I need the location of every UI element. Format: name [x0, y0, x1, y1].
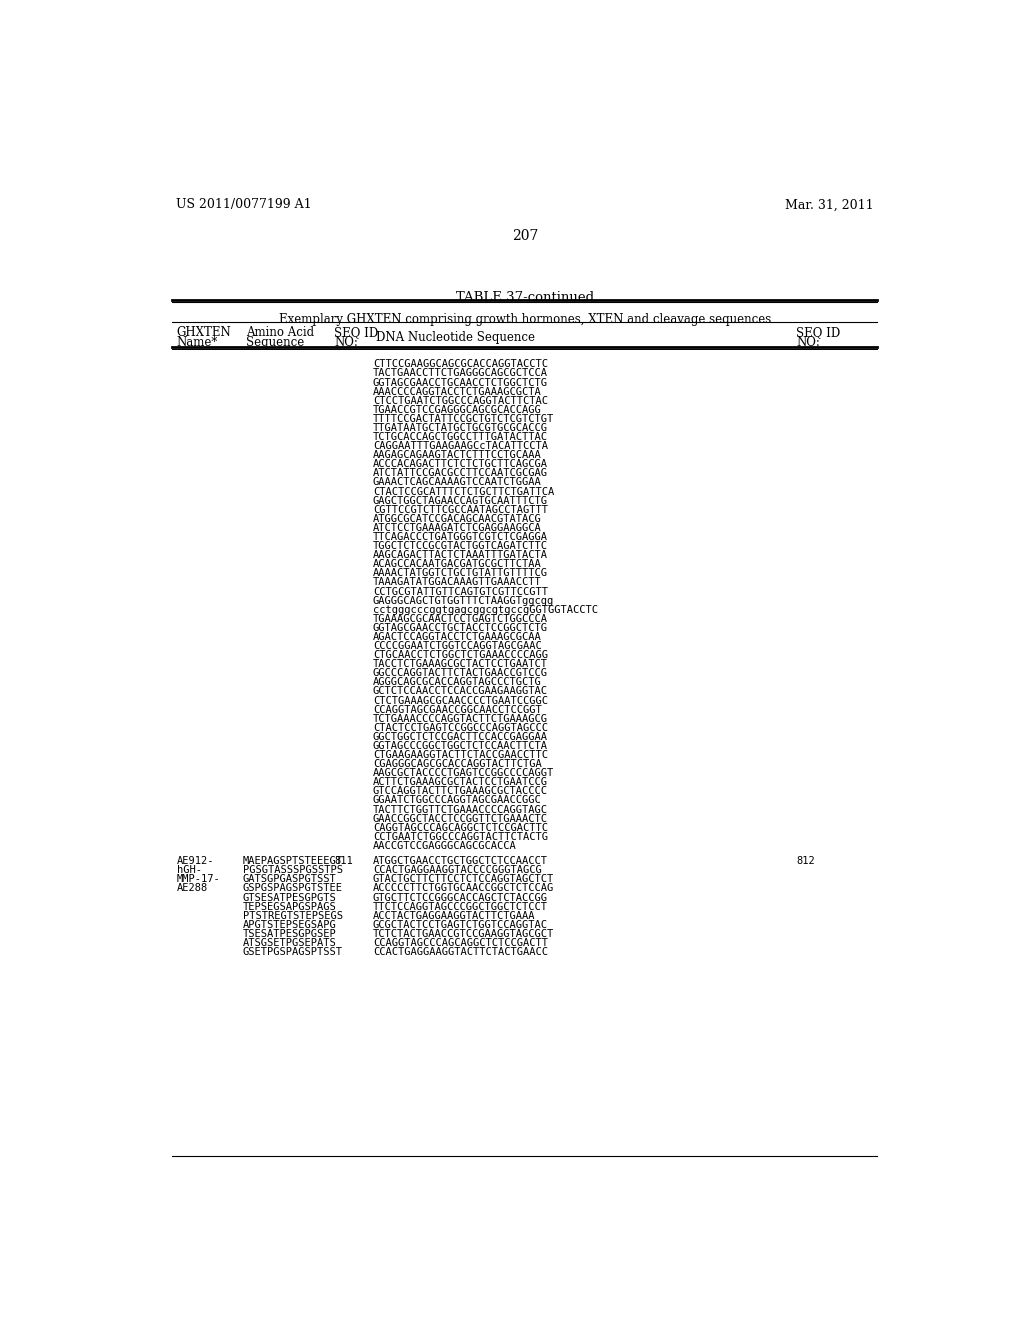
Text: GATSGPGASPGTSST: GATSGPGASPGTSST	[243, 874, 337, 884]
Text: TCTGCACCAGCTGGCCTTTGATACTTAC: TCTGCACCAGCTGGCCTTTGATACTTAC	[373, 432, 548, 442]
Text: ATGGCTGAACCTGCTGGCTCTCCAACCT: ATGGCTGAACCTGCTGGCTCTCCAACCT	[373, 857, 548, 866]
Text: CTGAAGAAGGTACTTCTACCGAACCTTC: CTGAAGAAGGTACTTCTACCGAACCTTC	[373, 750, 548, 760]
Text: TSESATPESGPGSEP: TSESATPESGPGSEP	[243, 929, 337, 939]
Text: CCACTGAGGAAGGTACCCCGGGTAGCG: CCACTGAGGAAGGTACCCCGGGTAGCG	[373, 866, 542, 875]
Text: ATCTCCTGAAAGATCTCGAGGAAGGCA: ATCTCCTGAAAGATCTCGAGGAAGGCA	[373, 523, 542, 533]
Text: TGAACCGTCCGAGGGCAGCGCACCAGG: TGAACCGTCCGAGGGCAGCGCACCAGG	[373, 405, 542, 414]
Text: AAACCCCAGGTACCTCTGAAAGCGCTA: AAACCCCAGGTACCTCTGAAAGCGCTA	[373, 387, 542, 396]
Text: GAGCTGGCTAGAACCAGTGCAATTTCTG: GAGCTGGCTAGAACCAGTGCAATTTCTG	[373, 496, 548, 506]
Text: GGTAGCGAACCTGCTACCTCCGGCTCTG: GGTAGCGAACCTGCTACCTCCGGCTCTG	[373, 623, 548, 632]
Text: GTSESATPESGPGTS: GTSESATPESGPGTS	[243, 892, 337, 903]
Text: GGTAGCCCGGCTGGCTCTCCAACTTCTA: GGTAGCCCGGCTGGCTCTCCAACTTCTA	[373, 741, 548, 751]
Text: TTTTCCGACTATTCCGCTGTCTCGTCTGT: TTTTCCGACTATTCCGCTGTCTCGTCTGT	[373, 414, 554, 424]
Text: ATSGSETPGSEPATS: ATSGSETPGSEPATS	[243, 939, 337, 948]
Text: AACCGTCCGAGGGCAGCGCACCA: AACCGTCCGAGGGCAGCGCACCA	[373, 841, 517, 851]
Text: MAEPAGSPTSTEEEGT: MAEPAGSPTSTEEEGT	[243, 857, 343, 866]
Text: AAGAGCAGAAGTACTCTTTCCTGCAAA: AAGAGCAGAAGTACTCTTTCCTGCAAA	[373, 450, 542, 461]
Text: GHXTEN: GHXTEN	[177, 326, 231, 339]
Text: Name*: Name*	[177, 337, 218, 350]
Text: TGAAAGCGCAACTCCTGAGTCTGGCCCA: TGAAAGCGCAACTCCTGAGTCTGGCCCA	[373, 614, 548, 624]
Text: APGTSTEPSEGSAPG: APGTSTEPSEGSAPG	[243, 920, 337, 929]
Text: NO:: NO:	[796, 337, 820, 350]
Text: TTGATAATGCTATGCTGCGTGCGCACCG: TTGATAATGCTATGCTGCGTGCGCACCG	[373, 422, 548, 433]
Text: CCAGGTAGCCCAGCAGGCTCTCCGACTT: CCAGGTAGCCCAGCAGGCTCTCCGACTT	[373, 939, 548, 948]
Text: ATGGCGCATCCGACAGCAACGTATACG: ATGGCGCATCCGACAGCAACGTATACG	[373, 513, 542, 524]
Text: CCAGGTAGCGAACCGGCAACCTCCGGT: CCAGGTAGCGAACCGGCAACCTCCGGT	[373, 705, 542, 714]
Text: AAGCAGACTTACTCTAAATTTGATACTA: AAGCAGACTTACTCTAAATTTGATACTA	[373, 550, 548, 560]
Text: hGH-: hGH-	[177, 866, 202, 875]
Text: AGACTCCAGGTACCTCTGAAAGCGCAA: AGACTCCAGGTACCTCTGAAAGCGCAA	[373, 632, 542, 642]
Text: TABLE 37-continued: TABLE 37-continued	[456, 290, 594, 304]
Text: GAAACTCAGCAAAAGTCCAATCTGGAA: GAAACTCAGCAAAAGTCCAATCTGGAA	[373, 478, 542, 487]
Text: cctgggcccggtgagcggcgtgccgGGTGGTACCTC: cctgggcccggtgagcggcgtgccgGGTGGTACCTC	[373, 605, 598, 615]
Text: GAGGGCAGCTGTGGTTTCTAAGGTggcgg: GAGGGCAGCTGTGGTTTCTAAGGTggcgg	[373, 595, 554, 606]
Text: ACCCCCTTCTGGTGCAACCGGCTCTCCAG: ACCCCCTTCTGGTGCAACCGGCTCTCCAG	[373, 883, 554, 894]
Text: ACCTACTGAGGAAGGTACTTCTGAAA: ACCTACTGAGGAAGGTACTTCTGAAA	[373, 911, 536, 920]
Text: 812: 812	[796, 857, 815, 866]
Text: GTACTGCTTCTTCCTCTCCAGGTAGCTCT: GTACTGCTTCTTCCTCTCCAGGTAGCTCT	[373, 874, 554, 884]
Text: TCTCTACTGAACCGTCCGAAGGTAGCGCT: TCTCTACTGAACCGTCCGAAGGTAGCGCT	[373, 929, 554, 939]
Text: CAGGAATTTGAAGAAGCcTACATTCCTA: CAGGAATTTGAAGAAGCcTACATTCCTA	[373, 441, 548, 451]
Text: CGTTCCGTCTTCGCCAATAGCCTAGTTT: CGTTCCGTCTTCGCCAATAGCCTAGTTT	[373, 504, 548, 515]
Text: CTGCAACCTCTGGCTCTGAAACCCCAGG: CTGCAACCTCTGGCTCTGAAACCCCAGG	[373, 651, 548, 660]
Text: 207: 207	[512, 230, 538, 243]
Text: CCACTGAGGAAGGTACTTCTACTGAACC: CCACTGAGGAAGGTACTTCTACTGAACC	[373, 946, 548, 957]
Text: AAGCGCTACCCCTGAGTCCGGCCCCAGGT: AAGCGCTACCCCTGAGTCCGGCCCCAGGT	[373, 768, 554, 779]
Text: CTCTGAAAGCGCAACCCCTGAATCCGGC: CTCTGAAAGCGCAACCCCTGAATCCGGC	[373, 696, 548, 706]
Text: CTACTCCTGAGTCCGGCCCAGGTAGCCC: CTACTCCTGAGTCCGGCCCAGGTAGCCC	[373, 723, 548, 733]
Text: AGGGCAGCGCACCAGGTAGCCCTGCTG: AGGGCAGCGCACCAGGTAGCCCTGCTG	[373, 677, 542, 688]
Text: TCTGAAACCCCAGGTACTTCTGAAAGCG: TCTGAAACCCCAGGTACTTCTGAAAGCG	[373, 714, 548, 723]
Text: TTCAGACCCTGATGGGTCGTCTCGAGGA: TTCAGACCCTGATGGGTCGTCTCGAGGA	[373, 532, 548, 543]
Text: NO:: NO:	[334, 337, 358, 350]
Text: GGCCCAGGTACTTCTACTGAACCGTCCG: GGCCCAGGTACTTCTACTGAACCGTCCG	[373, 668, 548, 678]
Text: TGGCTCTCCGCGTACTGGTCAGATCTTC: TGGCTCTCCGCGTACTGGTCAGATCTTC	[373, 541, 548, 550]
Text: CCTGCGTATTGTTCAGTGTCGTTCCGTT: CCTGCGTATTGTTCAGTGTCGTTCCGTT	[373, 586, 548, 597]
Text: CTACTCCGCATTTCTCTGCTTCTGATTCA: CTACTCCGCATTTCTCTGCTTCTGATTCA	[373, 487, 554, 496]
Text: AAAACTATGGTCTGCTGTATTGTTTTCG: AAAACTATGGTCTGCTGTATTGTTTTCG	[373, 569, 548, 578]
Text: ACCCACAGACTTCTCTCTGCTTCAGCGA: ACCCACAGACTTCTCTCTGCTTCAGCGA	[373, 459, 548, 470]
Text: CTTCCGAAGGCAGCGCACCAGGTACCTC: CTTCCGAAGGCAGCGCACCAGGTACCTC	[373, 359, 548, 370]
Text: AE912-: AE912-	[177, 857, 214, 866]
Text: US 2011/0077199 A1: US 2011/0077199 A1	[176, 198, 311, 211]
Text: ACTTCTGAAAGCGCTACTCCTGAATCCG: ACTTCTGAAAGCGCTACTCCTGAATCCG	[373, 777, 548, 787]
Text: Sequence: Sequence	[246, 337, 304, 350]
Text: CAGGTAGCCCAGCAGGCTCTCCGACTTC: CAGGTAGCCCAGCAGGCTCTCCGACTTC	[373, 822, 548, 833]
Text: TACCTCTGAAAGCGCTACTCCTGAATCT: TACCTCTGAAAGCGCTACTCCTGAATCT	[373, 659, 548, 669]
Text: AE288: AE288	[177, 883, 208, 894]
Text: GGAATCTGGCCCAGGTAGCGAACCGGC: GGAATCTGGCCCAGGTAGCGAACCGGC	[373, 796, 542, 805]
Text: GGCTGGCTCTCCGACTTCCACCGAGGAA: GGCTGGCTCTCCGACTTCCACCGAGGAA	[373, 731, 548, 742]
Text: SEQ ID: SEQ ID	[796, 326, 841, 339]
Text: PGSGTASSSPGSSTPS: PGSGTASSSPGSSTPS	[243, 866, 343, 875]
Text: Amino Acid: Amino Acid	[246, 326, 314, 339]
Text: GAACCGGCTACCTCCGGTTCTGAAACTC: GAACCGGCTACCTCCGGTTCTGAAACTC	[373, 813, 548, 824]
Text: GSETPGSPAGSPTSST: GSETPGSPAGSPTSST	[243, 946, 343, 957]
Text: MMP-17-: MMP-17-	[177, 874, 220, 884]
Text: CGAGGGCAGCGCACCAGGTACTTCTGA: CGAGGGCAGCGCACCAGGTACTTCTGA	[373, 759, 542, 770]
Text: TACTGAACCTTCTGAGGGCAGCGCTCCA: TACTGAACCTTCTGAGGGCAGCGCTCCA	[373, 368, 548, 379]
Text: GCTCTCCAACCTCCACCGAAGAAGGTAC: GCTCTCCAACCTCCACCGAAGAAGGTAC	[373, 686, 548, 697]
Text: CTCCTGAATCTGGCCCAGGTACTTCTAC: CTCCTGAATCTGGCCCAGGTACTTCTAC	[373, 396, 548, 405]
Text: Exemplary GHXTEN comprising growth hormones, XTEN and cleavage sequences: Exemplary GHXTEN comprising growth hormo…	[279, 313, 771, 326]
Text: TACTTCTGGTTCTGAAACCCCAGGTAGC: TACTTCTGGTTCTGAAACCCCAGGTAGC	[373, 805, 548, 814]
Text: DNA Nucleotide Sequence: DNA Nucleotide Sequence	[376, 331, 535, 345]
Text: GTGCTTCTCCGGGCACCAGCTCTACCGG: GTGCTTCTCCGGGCACCAGCTCTACCGG	[373, 892, 548, 903]
Text: TTCTCCAGGTAGCCCGGCTGGCTCTCCT: TTCTCCAGGTAGCCCGGCTGGCTCTCCT	[373, 902, 548, 912]
Text: CCTGAATCTGGCCCAGGTACTTCTACTG: CCTGAATCTGGCCCAGGTACTTCTACTG	[373, 832, 548, 842]
Text: TEPSEGSAPGSPAGS: TEPSEGSAPGSPAGS	[243, 902, 337, 912]
Text: Mar. 31, 2011: Mar. 31, 2011	[785, 198, 873, 211]
Text: CCCCGGAATCTGGTCCAGGTAGCGAAC: CCCCGGAATCTGGTCCAGGTAGCGAAC	[373, 642, 542, 651]
Text: 811: 811	[334, 857, 353, 866]
Text: TAAAGATATGGACAAAGTTGAAACCTT: TAAAGATATGGACAAAGTTGAAACCTT	[373, 577, 542, 587]
Text: GCGCTACTCCTGAGTCTGGTCCAGGTAC: GCGCTACTCCTGAGTCTGGTCCAGGTAC	[373, 920, 548, 929]
Text: GGTAGCGAACCTGCAACCTCTGGCTCTG: GGTAGCGAACCTGCAACCTCTGGCTCTG	[373, 378, 548, 388]
Text: ATCTATTCCGACGCCTTCCAATCGCGAG: ATCTATTCCGACGCCTTCCAATCGCGAG	[373, 469, 548, 478]
Text: SEQ ID: SEQ ID	[334, 326, 379, 339]
Text: GSPGSPAGSPGTSTEE: GSPGSPAGSPGTSTEE	[243, 883, 343, 894]
Text: ACAGCCACAATGACGATGCGCTTCTAA: ACAGCCACAATGACGATGCGCTTCTAA	[373, 560, 542, 569]
Text: GTCCAGGTACTTCTGAAAGCGCTACCCC: GTCCAGGTACTTCTGAAAGCGCTACCCC	[373, 787, 548, 796]
Text: PTSTREGTSTEPSEGS: PTSTREGTSTEPSEGS	[243, 911, 343, 920]
